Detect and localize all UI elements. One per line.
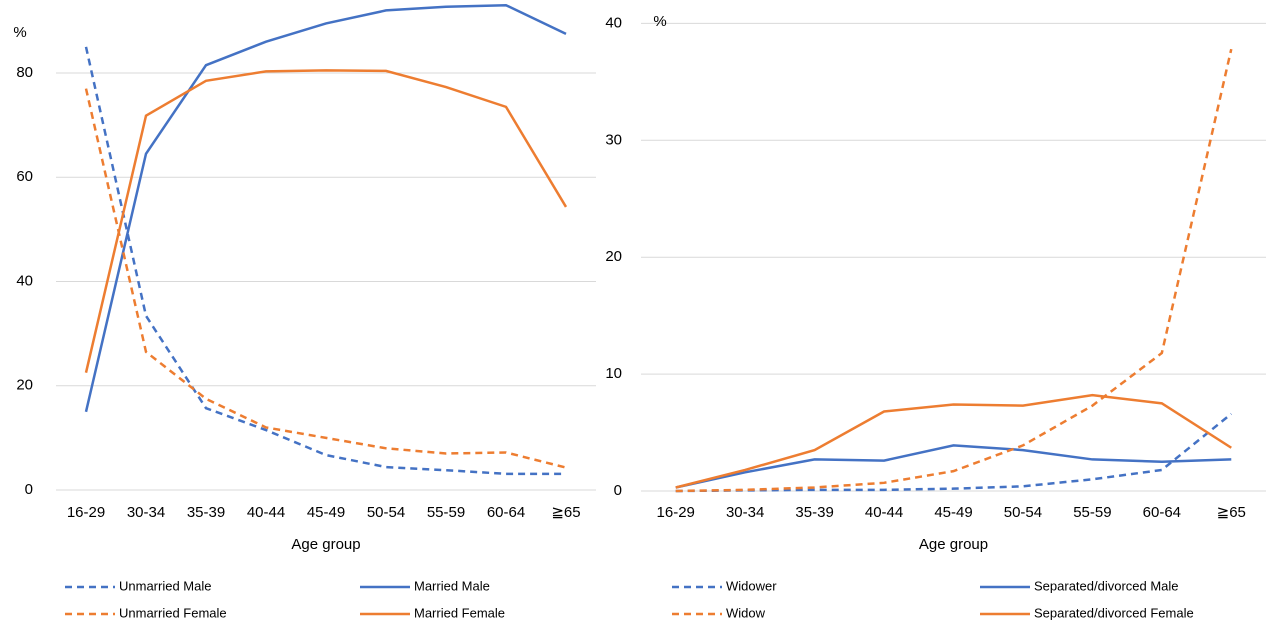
y-axis-title: % bbox=[13, 24, 26, 41]
legend-label: Unmarried Female bbox=[119, 605, 227, 620]
y-tick-label: 40 bbox=[605, 14, 622, 31]
x-tick-label: ≧65 bbox=[551, 504, 580, 521]
y-tick-label: 60 bbox=[16, 168, 33, 185]
x-tick-label: 40-44 bbox=[247, 504, 285, 521]
x-tick-label: 16-29 bbox=[657, 504, 695, 521]
legend-label: Separated/divorced Female bbox=[1034, 605, 1194, 620]
x-tick-label: 30-34 bbox=[127, 504, 165, 521]
legend-label: Unmarried Male bbox=[119, 578, 211, 593]
x-tick-label: 30-34 bbox=[726, 504, 764, 521]
legend-label: Widower bbox=[726, 578, 777, 593]
legend-label: Married Female bbox=[414, 605, 505, 620]
series-line bbox=[675, 412, 1233, 493]
y-tick-label: 0 bbox=[25, 481, 33, 498]
x-tick-label: 50-54 bbox=[1004, 504, 1042, 521]
y-axis-title: % bbox=[653, 13, 666, 30]
series-line bbox=[84, 88, 567, 469]
y-tick-label: 80 bbox=[16, 64, 33, 81]
y-tick-label: 30 bbox=[605, 131, 622, 148]
legend-label: Separated/divorced Male bbox=[1034, 578, 1179, 593]
x-tick-label: 40-44 bbox=[865, 504, 903, 521]
y-tick-label: 0 bbox=[614, 482, 622, 499]
x-tick-label: 50-54 bbox=[367, 504, 405, 521]
legend-label: Widow bbox=[726, 605, 766, 620]
series-line bbox=[84, 3, 567, 413]
series-line bbox=[84, 69, 568, 373]
x-tick-label: 16-29 bbox=[67, 504, 105, 521]
x-tick-label: ≧65 bbox=[1217, 504, 1246, 521]
x-axis-title: Age group bbox=[919, 536, 988, 553]
series-line bbox=[84, 46, 566, 476]
series-line bbox=[675, 444, 1232, 489]
x-tick-label: 35-39 bbox=[187, 504, 225, 521]
x-tick-label: 45-49 bbox=[934, 504, 972, 521]
y-tick-label: 40 bbox=[16, 272, 33, 289]
legend-label: Married Male bbox=[414, 578, 490, 593]
y-tick-label: 20 bbox=[605, 248, 622, 265]
y-tick-label: 10 bbox=[605, 365, 622, 382]
x-tick-label: 45-49 bbox=[307, 504, 345, 521]
y-tick-label: 20 bbox=[16, 377, 33, 394]
series-line bbox=[675, 393, 1232, 489]
series-line bbox=[675, 48, 1233, 493]
x-tick-label: 55-59 bbox=[427, 504, 465, 521]
x-tick-label: 35-39 bbox=[795, 504, 833, 521]
x-axis-title: Age group bbox=[291, 536, 360, 553]
x-tick-label: 55-59 bbox=[1073, 504, 1111, 521]
x-tick-label: 60-64 bbox=[487, 504, 525, 521]
x-tick-label: 60-64 bbox=[1143, 504, 1181, 521]
